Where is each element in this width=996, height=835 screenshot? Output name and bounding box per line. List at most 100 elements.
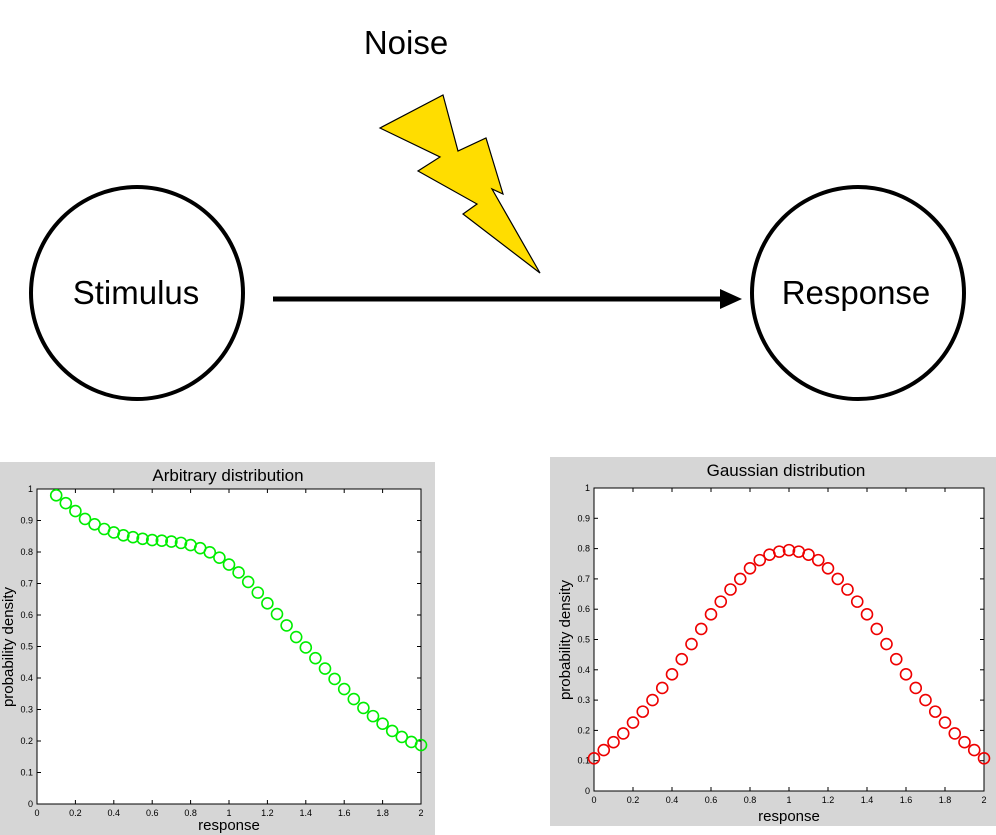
data-point — [626, 716, 640, 729]
data-point — [636, 705, 650, 718]
data-point — [213, 551, 226, 564]
y-tick-label: 0.7 — [577, 574, 590, 584]
y-axis-label: probability density — [557, 579, 574, 700]
data-point — [395, 730, 409, 744]
data-series — [587, 543, 991, 765]
x-axis-label: response — [758, 808, 820, 825]
response-node — [750, 185, 966, 401]
stimulus-node — [29, 185, 245, 401]
data-point — [889, 652, 903, 666]
data-point — [782, 543, 796, 557]
y-tick-label: 0 — [28, 799, 33, 809]
data-point — [261, 597, 274, 610]
data-series — [49, 488, 428, 752]
data-point — [165, 535, 178, 548]
x-tick-label: 0 — [34, 808, 39, 818]
y-tick-label: 0.3 — [577, 695, 590, 705]
x-tick-label: 1.8 — [376, 808, 389, 818]
noise-label: Noise — [364, 24, 448, 61]
data-point — [299, 641, 313, 654]
data-point — [675, 652, 689, 666]
x-tick-label: 1.8 — [939, 795, 952, 805]
data-point — [646, 693, 659, 707]
data-point — [155, 534, 169, 547]
data-point — [69, 504, 82, 518]
y-tick-label: 1 — [585, 483, 590, 493]
stimulus-to-response-arrow — [273, 289, 742, 309]
data-point — [772, 545, 786, 558]
data-point — [870, 622, 884, 636]
x-tick-label: 1.4 — [861, 795, 874, 805]
x-tick-label: 1 — [786, 795, 791, 805]
lightning-bolt-icon — [378, 94, 541, 274]
y-tick-label: 0.6 — [20, 610, 33, 620]
x-tick-label: 1.6 — [900, 795, 913, 805]
data-point — [78, 512, 92, 526]
data-point — [880, 637, 893, 651]
data-point — [117, 529, 130, 542]
data-point — [665, 668, 679, 681]
data-point — [328, 672, 341, 686]
y-tick-label: 0.3 — [20, 705, 33, 715]
x-tick-label: 0.2 — [627, 795, 640, 805]
data-point — [948, 727, 962, 740]
data-point — [724, 583, 737, 596]
data-point — [136, 532, 149, 546]
y-tick-label: 0.2 — [20, 736, 33, 746]
x-tick-label: 0.8 — [744, 795, 757, 805]
data-point — [357, 701, 370, 715]
x-tick-label: 0.2 — [69, 808, 82, 818]
data-point — [289, 630, 303, 644]
plot-area — [36, 488, 422, 805]
data-point — [753, 553, 767, 567]
data-point — [366, 709, 380, 723]
response-label: Response — [782, 274, 931, 311]
data-point — [270, 607, 284, 621]
data-point — [607, 735, 620, 749]
data-point — [597, 743, 611, 757]
data-point — [860, 608, 874, 621]
data-point — [318, 662, 332, 675]
data-point — [919, 693, 932, 707]
data-point — [337, 682, 351, 696]
y-axis-label: probability density — [0, 586, 17, 707]
data-point — [232, 566, 245, 579]
x-tick-label: 2 — [418, 808, 423, 818]
data-point — [616, 727, 630, 740]
x-tick-label: 1 — [226, 808, 231, 818]
data-point — [811, 553, 825, 567]
y-tick-label: 0.8 — [577, 544, 590, 554]
x-tick-label: 1.2 — [261, 808, 274, 818]
data-point — [59, 496, 73, 510]
data-point — [841, 583, 854, 596]
x-tick-label: 0.6 — [146, 808, 159, 818]
x-tick-label: 0.4 — [108, 808, 121, 818]
x-tick-label: 0 — [591, 795, 596, 805]
data-point — [802, 548, 815, 561]
data-point — [685, 637, 698, 651]
x-axis-ticks: 0 0.2 0.4 0.6 0.8 1 1.2 1.4 1.6 1.8 2 — [591, 488, 987, 805]
data-point — [49, 488, 63, 502]
x-axis-ticks: 0 0.2 0.4 0.6 0.8 1 1.2 1.4 1.6 1.8 2 — [34, 489, 424, 818]
x-tick-label: 1.6 — [338, 808, 351, 818]
data-point — [385, 724, 399, 738]
x-axis-label: response — [198, 817, 260, 834]
data-point — [958, 735, 971, 749]
y-tick-label: 0.7 — [20, 579, 33, 589]
chart-title: Gaussian distribution — [707, 461, 866, 480]
data-point — [145, 533, 159, 547]
data-point — [733, 572, 747, 586]
data-point — [376, 717, 389, 730]
stimulus-label: Stimulus — [73, 274, 200, 311]
data-point — [222, 558, 236, 571]
data-point — [655, 681, 669, 695]
data-point — [126, 530, 140, 544]
data-point — [899, 668, 913, 681]
data-point — [850, 595, 864, 608]
data-point — [280, 619, 293, 632]
y-tick-label: 1 — [28, 484, 33, 494]
data-point — [309, 651, 322, 665]
data-point — [831, 572, 845, 586]
x-tick-label: 0.4 — [666, 795, 679, 805]
